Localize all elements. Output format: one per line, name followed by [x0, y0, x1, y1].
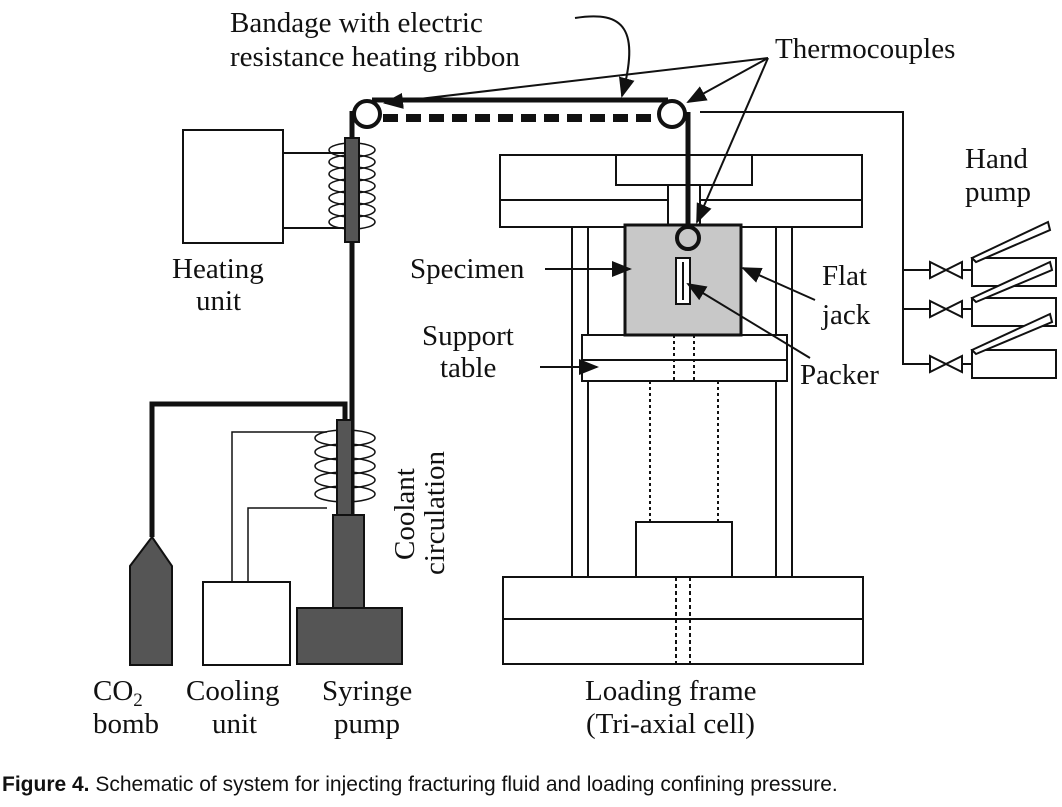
- support-table-label-line1: Support: [422, 320, 514, 352]
- heating-unit: [182, 129, 346, 244]
- loading-frame: [499, 154, 864, 665]
- co2-label-subscript: 2: [133, 690, 143, 711]
- caption-text: Schematic of system for injecting fractu…: [89, 773, 838, 796]
- pump-connectors: [962, 269, 972, 365]
- cooling-unit-label-line1: Cooling: [186, 675, 279, 707]
- co2-label: CO2: [93, 675, 143, 711]
- thermocouple-arrow-left: [383, 57, 769, 109]
- heating-unit-label-line1: Heating: [172, 253, 264, 285]
- co2-label-prefix: CO: [93, 675, 133, 707]
- cooling-unit: [202, 581, 291, 666]
- hand-pump-label-line1: Hand: [965, 143, 1028, 175]
- specimen-label: Specimen: [410, 253, 525, 285]
- co2-line: [149, 401, 348, 537]
- annotation-arrows: [383, 15, 816, 375]
- flat-jack-arrow: [741, 267, 816, 301]
- heating-unit-label-line2: unit: [196, 285, 241, 317]
- valve-icon: [929, 260, 963, 374]
- bandage-label-line1: Bandage with electric: [230, 7, 483, 39]
- loading-frame-label-line1: Loading frame: [585, 675, 757, 707]
- co2-label-line2: bomb: [93, 708, 159, 740]
- coolant-label-line1-rotated: Coolant: [389, 468, 421, 560]
- loading-frame-label-line2: (Tri-axial cell): [586, 708, 755, 740]
- thermocouples-label: Thermocouples: [775, 33, 955, 65]
- packer-label: Packer: [800, 359, 879, 391]
- thermocouple-arrow-middle: [686, 57, 769, 103]
- packer-arrow: [686, 282, 811, 359]
- hand-pump-label-line2: pump: [965, 176, 1031, 208]
- caption-prefix: Figure 4.: [2, 773, 90, 796]
- flat-jack-lines: [700, 111, 930, 365]
- syringe-pump-label-line2: pump: [334, 708, 400, 740]
- bandage-label-line2: resistance heating ribbon: [230, 41, 520, 73]
- flat-jack-label-line1: Flat: [822, 260, 867, 292]
- cooling-unit-label-line2: unit: [212, 708, 257, 740]
- coolant-lines: [231, 431, 327, 582]
- co2-bomb: [129, 535, 173, 666]
- flat-jack-label-line2: jack: [821, 299, 871, 331]
- syringe-pump: [296, 514, 403, 665]
- support-table-label-line2: table: [440, 352, 496, 384]
- syringe-pump-label-line1: Syringe: [322, 675, 412, 707]
- figure-caption: Figure 4. Schematic of system for inject…: [2, 773, 1060, 797]
- coolant-label-line2-rotated: circulation: [419, 450, 451, 575]
- thermocouple-arrow-right: [696, 57, 769, 224]
